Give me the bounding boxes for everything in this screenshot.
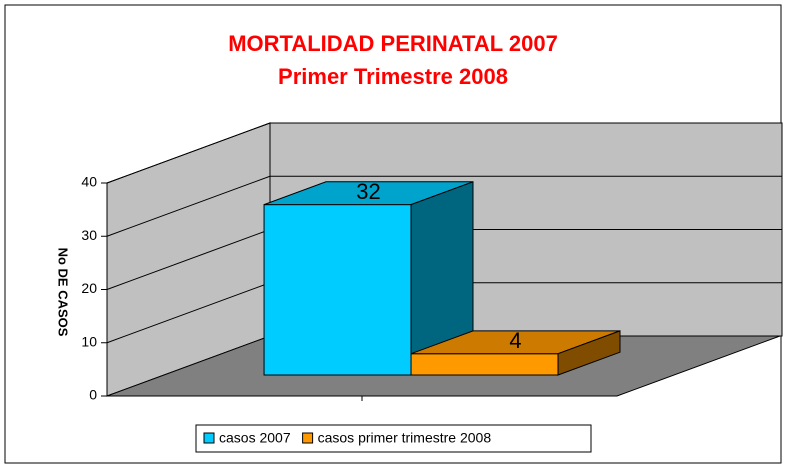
grid-line — [106, 175, 271, 237]
legend-swatch — [302, 432, 314, 444]
grid-line — [106, 229, 271, 290]
chart-subtitle: Primer Trimestre 2008 — [278, 64, 508, 89]
y-tick-label: 40 — [81, 174, 97, 190]
data-label: 4 — [509, 328, 521, 353]
legend-swatch — [203, 432, 215, 444]
bar-front — [410, 353, 559, 376]
bar-side — [557, 330, 621, 376]
data-label: 32 — [356, 179, 380, 204]
legend: casos 2007 casos primer trimestre 2008 — [195, 424, 592, 453]
grid-line — [106, 282, 271, 344]
legend-box — [195, 424, 592, 453]
legend-label: casos primer trimestre 2008 — [318, 430, 492, 446]
y-tick-label: 0 — [89, 387, 97, 403]
chart-title: MORTALIDAD PERINATAL 2007 — [228, 31, 558, 56]
y-axis-title: No DE CASOS — [56, 248, 71, 337]
y-tick-label: 10 — [81, 333, 97, 349]
y-tick-label: 30 — [81, 227, 97, 243]
y-tick-label: 20 — [81, 280, 97, 296]
grid-line — [106, 122, 271, 184]
legend-label: casos 2007 — [219, 430, 291, 446]
bar-front — [263, 204, 412, 376]
